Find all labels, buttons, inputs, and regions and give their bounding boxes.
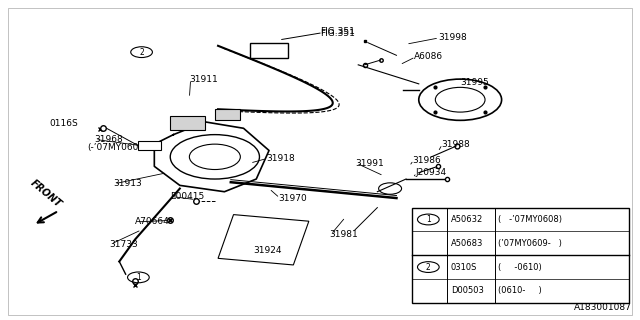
- Text: 31995: 31995: [460, 78, 489, 87]
- Text: 31991: 31991: [355, 159, 384, 168]
- Text: (     -0610): ( -0610): [499, 263, 542, 272]
- Text: 31988: 31988: [441, 140, 470, 148]
- Text: A183001087: A183001087: [574, 303, 632, 312]
- Text: 31986: 31986: [412, 156, 441, 164]
- Text: 31913: 31913: [113, 179, 141, 188]
- Text: (0610-     ): (0610- ): [499, 286, 542, 295]
- Text: 31970: 31970: [278, 194, 307, 203]
- Text: 31968: 31968: [94, 135, 122, 144]
- Text: 1: 1: [426, 215, 431, 224]
- Text: 31911: 31911: [189, 75, 218, 84]
- Text: FRONT: FRONT: [29, 178, 63, 209]
- Text: 0116S: 0116S: [49, 119, 78, 128]
- Text: A6086: A6086: [414, 52, 444, 61]
- Text: 0310S: 0310S: [451, 263, 477, 272]
- Text: FIG.351: FIG.351: [320, 27, 355, 36]
- Text: A50683: A50683: [451, 239, 483, 248]
- Text: 1: 1: [136, 273, 141, 282]
- Polygon shape: [154, 122, 269, 192]
- Text: J20934: J20934: [415, 168, 447, 177]
- Bar: [215, 109, 241, 120]
- Text: 2: 2: [426, 263, 431, 272]
- Text: FIG.351: FIG.351: [320, 28, 355, 38]
- Text: 31998: 31998: [438, 33, 467, 42]
- Text: 31918: 31918: [266, 154, 294, 163]
- Text: 2: 2: [140, 48, 144, 57]
- Text: (’07MY0609-   ): (’07MY0609- ): [499, 239, 563, 248]
- Text: 31733: 31733: [109, 240, 138, 249]
- Bar: [170, 116, 205, 130]
- Text: 31981: 31981: [330, 230, 358, 239]
- Text: A70664: A70664: [135, 217, 170, 226]
- Bar: [218, 215, 309, 265]
- Text: 31924: 31924: [253, 246, 282, 255]
- Bar: [412, 208, 629, 303]
- Bar: [138, 141, 161, 150]
- Text: (-’07MY0607): (-’07MY0607): [88, 143, 148, 152]
- Text: (   -’07MY0608): ( -’07MY0608): [499, 215, 563, 224]
- Text: D00503: D00503: [451, 286, 483, 295]
- Bar: [250, 43, 288, 59]
- Text: A50632: A50632: [451, 215, 483, 224]
- Text: E00415: E00415: [170, 192, 205, 201]
